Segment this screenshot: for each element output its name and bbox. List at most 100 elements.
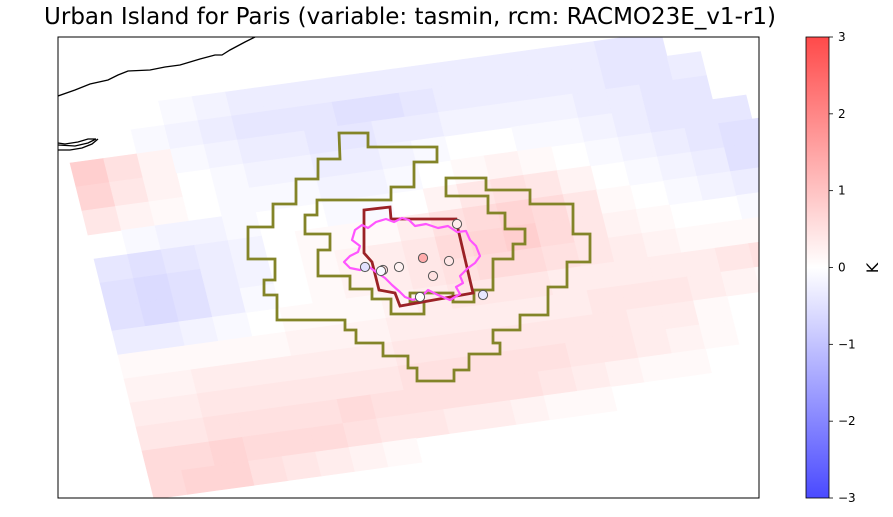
grid-cell — [391, 337, 432, 367]
grid-cell — [770, 186, 810, 215]
grid-cell — [188, 216, 229, 246]
grid-cell — [263, 379, 304, 409]
grid-cell — [297, 375, 338, 405]
grid-cell — [103, 153, 144, 183]
grid-cell — [206, 288, 247, 318]
grid-cell — [109, 177, 150, 207]
grid-cell — [730, 167, 759, 196]
grid-cell — [81, 206, 122, 236]
grid-cell — [419, 308, 460, 338]
grid-cell — [532, 69, 573, 99]
grid-cell — [318, 322, 359, 352]
grid-cell — [422, 184, 463, 214]
grid-cell — [200, 264, 241, 294]
grid-cell — [105, 302, 146, 332]
grid-cell — [178, 316, 219, 347]
grid-cell — [696, 171, 737, 201]
grid-cell — [724, 142, 759, 172]
grid-cell — [203, 139, 244, 169]
grid-cell — [191, 91, 232, 121]
grid-cell — [322, 197, 363, 228]
grid-cell — [425, 332, 466, 362]
station-markers — [359, 218, 489, 303]
grid-cell — [370, 389, 411, 420]
station-marker — [427, 270, 439, 282]
colorbar: −3 −2 −1 0 1 2 3 K — [805, 30, 882, 505]
grid-cell — [657, 151, 698, 182]
grid-cell — [633, 55, 674, 86]
grid-cell — [828, 278, 868, 307]
grid-cell — [504, 371, 545, 401]
station-marker — [375, 265, 387, 277]
grid-cell — [675, 223, 716, 254]
grid-cell — [498, 347, 539, 377]
grid-cell — [678, 99, 719, 129]
grid-cell — [172, 292, 213, 323]
grid-cell — [242, 432, 283, 462]
grid-cell — [559, 314, 600, 344]
grid-cell — [465, 78, 506, 109]
map-frame — [57, 36, 760, 499]
grid-cell — [428, 208, 469, 238]
grid-cell — [139, 297, 180, 327]
grid-cell — [148, 196, 189, 227]
grid-cell — [298, 101, 339, 132]
grid-cell — [529, 194, 570, 224]
grid-cell — [720, 267, 759, 297]
grid-cell — [456, 179, 497, 209]
grid-cell — [438, 107, 479, 137]
grid-cell — [605, 84, 646, 114]
grid-cell — [626, 305, 667, 335]
colorbar-tick-label: −1 — [838, 337, 856, 351]
grid-cell — [639, 79, 680, 110]
grid-cell — [163, 393, 204, 423]
grid-cell — [208, 436, 249, 467]
grid-cell — [553, 290, 594, 320]
urban-grid-boundary — [362, 205, 475, 308]
grid-cell — [712, 94, 753, 124]
grid-cell — [99, 278, 140, 308]
grid-cell — [690, 147, 731, 177]
grid-cell — [443, 404, 484, 434]
grid-cell — [364, 365, 405, 396]
grid-cell — [617, 132, 658, 162]
station-marker — [477, 289, 489, 301]
map-area — [58, 37, 868, 498]
grid-cell — [214, 460, 255, 491]
chart-title: Urban Island for Paris (variable: tasmin… — [44, 4, 776, 30]
grid-cell — [604, 357, 645, 387]
grid-cell — [647, 252, 688, 282]
grid-cell — [218, 336, 259, 366]
grid-cell — [243, 159, 284, 189]
grid-cell — [505, 98, 546, 128]
grid-cell — [596, 185, 637, 215]
grid-cell — [133, 273, 174, 303]
station-marker — [414, 291, 426, 303]
grid-cell — [184, 340, 225, 371]
grid-cell — [452, 304, 493, 334]
grid-cell — [258, 82, 299, 112]
grid-cell — [560, 41, 601, 71]
grid-cell — [383, 164, 424, 194]
grid-cell — [343, 145, 384, 175]
colorbar-tick-label: 1 — [838, 184, 846, 198]
grid-cell — [499, 74, 540, 104]
grid-cell — [398, 88, 439, 118]
grid-cell — [348, 442, 389, 472]
grid-cell — [556, 165, 597, 195]
grid-cell — [190, 364, 231, 395]
grid-cell — [757, 142, 759, 149]
grid-cell — [251, 331, 292, 361]
grid-cell — [209, 163, 250, 193]
grid-cell — [225, 87, 266, 117]
grid-cell — [181, 465, 222, 495]
grid-cell — [426, 59, 467, 89]
grid-cell — [627, 37, 668, 62]
grid-cell — [248, 456, 289, 486]
grid-cell — [638, 353, 679, 383]
grid-cell — [93, 254, 134, 284]
grid-cell — [718, 118, 759, 148]
grid-cell — [324, 346, 365, 376]
grid-cell — [580, 261, 621, 291]
grid-cell — [224, 360, 265, 390]
